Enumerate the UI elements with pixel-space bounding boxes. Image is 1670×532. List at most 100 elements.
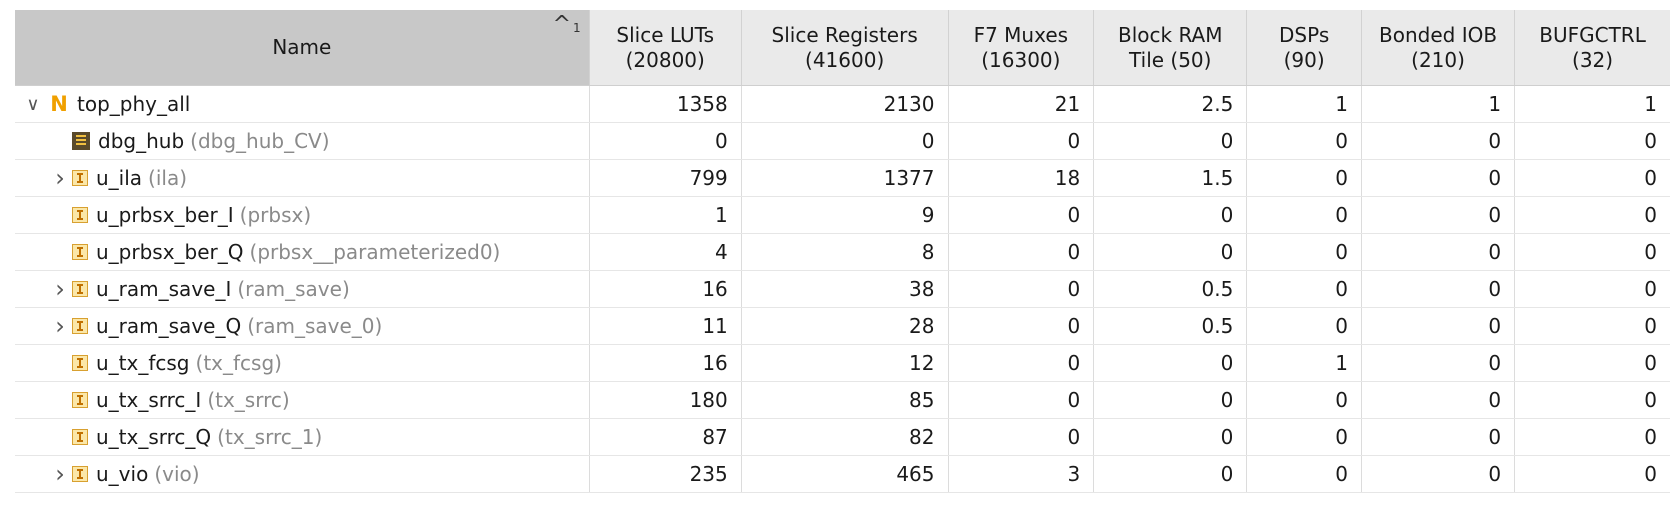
name-cell[interactable]: u_tx_fcsg (tx_fcsg)	[15, 344, 590, 382]
table-row[interactable]: u_tx_fcsg (tx_fcsg) 16 12 0 0 1 0 0	[15, 344, 1670, 382]
expander-placeholder	[50, 353, 70, 373]
cell-dsps: 0	[1246, 455, 1362, 493]
chevron-right-icon[interactable]: ›	[55, 460, 65, 488]
instance-name: u_prbsx_ber_I	[96, 203, 234, 227]
module-name: (vio)	[154, 462, 200, 486]
instance-icon	[72, 170, 88, 186]
chevron-down-icon[interactable]: ∨	[26, 93, 40, 115]
cell-slice-registers: 1377	[741, 159, 949, 197]
instance-name: dbg_hub	[98, 129, 185, 153]
debug-hub-icon	[72, 132, 90, 150]
cell-slice-luts: 180	[589, 381, 742, 419]
chevron-right-icon[interactable]: ›	[55, 312, 65, 340]
cell-f7-muxes: 21	[948, 85, 1095, 123]
name-cell[interactable]: u_prbsx_ber_I (prbsx)	[15, 196, 590, 234]
name-cell[interactable]: u_prbsx_ber_Q (prbsx__parameterized0)	[15, 233, 590, 271]
tree-node: u_tx_fcsg (tx_fcsg)	[15, 345, 588, 381]
cell-slice-luts: 235	[589, 455, 742, 493]
cell-f7-muxes: 0	[948, 307, 1095, 345]
cell-bonded-iob: 0	[1361, 196, 1516, 234]
cell-dsps: 0	[1246, 122, 1362, 160]
chevron-right-icon[interactable]: ›	[55, 275, 65, 303]
cell-bonded-iob: 0	[1361, 418, 1516, 456]
name-cell[interactable]: › u_vio (vio)	[15, 455, 590, 493]
column-header-dsps[interactable]: DSPs (90)	[1246, 10, 1362, 86]
instance-icon	[72, 207, 88, 223]
column-header-block-ram-tile[interactable]: Block RAM Tile (50)	[1093, 10, 1248, 86]
table-row[interactable]: › u_ram_save_Q (ram_save_0) 11 28 0 0.5 0 0 0	[15, 307, 1670, 345]
cell-slice-registers: 12	[741, 344, 949, 382]
table-row[interactable]: › u_vio (vio) 235 465 3 0 0 0 0	[15, 455, 1670, 493]
cell-block-ram-tile: 2.5	[1093, 85, 1248, 123]
table-row[interactable]: u_tx_srrc_I (tx_srrc) 180 85 0 0 0 0 0	[15, 381, 1670, 419]
cell-dsps: 1	[1246, 85, 1362, 123]
expander-placeholder	[50, 131, 70, 151]
cell-slice-luts: 87	[589, 418, 742, 456]
table-row[interactable]: u_prbsx_ber_Q (prbsx__parameterized0) 4 8 0 0…	[15, 233, 1670, 271]
cell-block-ram-tile: 0	[1093, 344, 1248, 382]
cell-slice-luts: 1358	[589, 85, 742, 123]
chevron-right-icon[interactable]: ›	[55, 164, 65, 192]
cell-dsps: 1	[1246, 344, 1362, 382]
cell-f7-muxes: 0	[948, 196, 1095, 234]
cell-f7-muxes: 0	[948, 270, 1095, 308]
name-cell[interactable]: › u_ram_save_Q (ram_save_0)	[15, 307, 590, 345]
cell-block-ram-tile: 0	[1093, 196, 1248, 234]
name-cell[interactable]: dbg_hub (dbg_hub_CV)	[15, 122, 590, 160]
cell-bonded-iob: 0	[1361, 233, 1516, 271]
sort-ascending-icon: ^ 1	[552, 12, 581, 37]
name-cell[interactable]: › u_ram_save_I (ram_save)	[15, 270, 590, 308]
cell-slice-registers: 465	[741, 455, 949, 493]
cell-f7-muxes: 18	[948, 159, 1095, 197]
column-header-bufgctrl[interactable]: BUFGCTRL (32)	[1514, 10, 1670, 86]
column-header-f7-muxes[interactable]: F7 Muxes (16300)	[948, 10, 1095, 86]
cell-dsps: 0	[1246, 233, 1362, 271]
table-row[interactable]: › u_ila (ila) 799 1377 18 1.5 0 0 0	[15, 159, 1670, 197]
cell-bufgctrl: 0	[1514, 344, 1670, 382]
cell-dsps: 0	[1246, 196, 1362, 234]
cell-bufgctrl: 0	[1514, 196, 1670, 234]
cell-slice-luts: 16	[589, 344, 742, 382]
table-row[interactable]: dbg_hub (dbg_hub_CV) 0 0 0 0 0 0 0	[15, 122, 1670, 160]
tree-node: dbg_hub (dbg_hub_CV)	[15, 123, 588, 159]
expander-placeholder	[50, 427, 70, 447]
instance-name: u_tx_srrc_I	[96, 388, 202, 412]
column-header-slice-luts[interactable]: Slice LUTs (20800)	[589, 10, 742, 86]
table-row[interactable]: u_prbsx_ber_I (prbsx) 1 9 0 0 0 0 0	[15, 196, 1670, 234]
instance-icon	[72, 355, 88, 371]
cell-bufgctrl: 0	[1514, 233, 1670, 271]
table-row[interactable]: u_tx_srrc_Q (tx_srrc_1) 87 82 0 0 0 0 0	[15, 418, 1670, 456]
cell-slice-registers: 9	[741, 196, 949, 234]
cell-slice-registers: 0	[741, 122, 949, 160]
name-cell[interactable]: › u_ila (ila)	[15, 159, 590, 197]
cell-slice-registers: 28	[741, 307, 949, 345]
tree-node: u_tx_srrc_Q (tx_srrc_1)	[15, 419, 588, 455]
tree-node: › u_ram_save_I (ram_save)	[15, 271, 588, 307]
cell-bufgctrl: 1	[1514, 85, 1670, 123]
instance-name: u_ram_save_I	[96, 277, 232, 301]
cell-dsps: 0	[1246, 418, 1362, 456]
instance-name: top_phy_all	[77, 92, 191, 116]
name-cell[interactable]: u_tx_srrc_Q (tx_srrc_1)	[15, 418, 590, 456]
column-header-name[interactable]: Name ^ 1	[15, 10, 590, 86]
tree-node: › u_ila (ila)	[15, 160, 588, 196]
cell-f7-muxes: 0	[948, 418, 1095, 456]
table-row[interactable]: › u_ram_save_I (ram_save) 16 38 0 0.5 0 0 0	[15, 270, 1670, 308]
name-cell[interactable]: u_tx_srrc_I (tx_srrc)	[15, 381, 590, 419]
cell-bufgctrl: 0	[1514, 381, 1670, 419]
module-name: (tx_srrc)	[207, 388, 290, 412]
column-header-bonded-iob[interactable]: Bonded IOB (210)	[1361, 10, 1516, 86]
cell-block-ram-tile: 0	[1093, 418, 1248, 456]
column-header-slice-registers[interactable]: Slice Registers (41600)	[741, 10, 949, 86]
instance-name: u_tx_fcsg	[96, 351, 190, 375]
cell-bonded-iob: 0	[1361, 381, 1516, 419]
cell-slice-luts: 4	[589, 233, 742, 271]
tree-node: › u_ram_save_Q (ram_save_0)	[15, 308, 588, 344]
instance-icon	[72, 429, 88, 445]
instance-name: u_ila	[96, 166, 143, 190]
tree-node: u_tx_srrc_I (tx_srrc)	[15, 382, 588, 418]
instance-name: u_tx_srrc_Q	[96, 425, 212, 449]
cell-dsps: 0	[1246, 381, 1362, 419]
